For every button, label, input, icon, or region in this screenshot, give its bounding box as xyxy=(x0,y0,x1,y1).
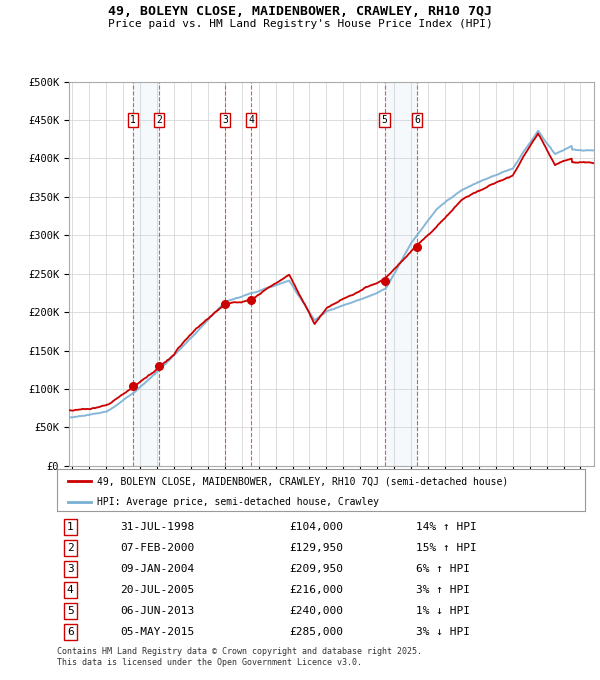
Text: 6: 6 xyxy=(67,627,74,637)
Text: £129,950: £129,950 xyxy=(289,543,343,554)
Text: 31-JUL-1998: 31-JUL-1998 xyxy=(121,522,194,532)
Text: 5: 5 xyxy=(382,115,388,125)
Text: 05-MAY-2015: 05-MAY-2015 xyxy=(121,627,194,637)
Bar xyxy=(385,82,417,466)
Text: £216,000: £216,000 xyxy=(289,585,343,595)
Text: 6% ↑ HPI: 6% ↑ HPI xyxy=(416,564,470,574)
Bar xyxy=(133,82,159,466)
Text: 3: 3 xyxy=(67,564,74,574)
Text: 49, BOLEYN CLOSE, MAIDENBOWER, CRAWLEY, RH10 7QJ (semi-detached house): 49, BOLEYN CLOSE, MAIDENBOWER, CRAWLEY, … xyxy=(97,476,508,486)
Text: 07-FEB-2000: 07-FEB-2000 xyxy=(121,543,194,554)
Text: 3% ↓ HPI: 3% ↓ HPI xyxy=(416,627,470,637)
Text: 1% ↓ HPI: 1% ↓ HPI xyxy=(416,606,470,616)
Text: £240,000: £240,000 xyxy=(289,606,343,616)
Text: 09-JAN-2004: 09-JAN-2004 xyxy=(121,564,194,574)
Text: 6: 6 xyxy=(414,115,420,125)
Text: 14% ↑ HPI: 14% ↑ HPI xyxy=(416,522,477,532)
Text: Contains HM Land Registry data © Crown copyright and database right 2025.
This d: Contains HM Land Registry data © Crown c… xyxy=(57,647,422,667)
Text: 4: 4 xyxy=(67,585,74,595)
Text: 3: 3 xyxy=(223,115,228,125)
Text: 20-JUL-2005: 20-JUL-2005 xyxy=(121,585,194,595)
Text: 1: 1 xyxy=(67,522,74,532)
Text: 4: 4 xyxy=(248,115,254,125)
Text: 15% ↑ HPI: 15% ↑ HPI xyxy=(416,543,477,554)
Text: £104,000: £104,000 xyxy=(289,522,343,532)
Text: 49, BOLEYN CLOSE, MAIDENBOWER, CRAWLEY, RH10 7QJ: 49, BOLEYN CLOSE, MAIDENBOWER, CRAWLEY, … xyxy=(108,5,492,18)
Text: £209,950: £209,950 xyxy=(289,564,343,574)
Text: £285,000: £285,000 xyxy=(289,627,343,637)
Text: HPI: Average price, semi-detached house, Crawley: HPI: Average price, semi-detached house,… xyxy=(97,497,379,507)
Text: 2: 2 xyxy=(67,543,74,554)
Text: Price paid vs. HM Land Registry's House Price Index (HPI): Price paid vs. HM Land Registry's House … xyxy=(107,19,493,29)
Text: 5: 5 xyxy=(67,606,74,616)
Text: 06-JUN-2013: 06-JUN-2013 xyxy=(121,606,194,616)
Text: 2: 2 xyxy=(156,115,161,125)
Text: 1: 1 xyxy=(130,115,136,125)
Text: 3% ↑ HPI: 3% ↑ HPI xyxy=(416,585,470,595)
